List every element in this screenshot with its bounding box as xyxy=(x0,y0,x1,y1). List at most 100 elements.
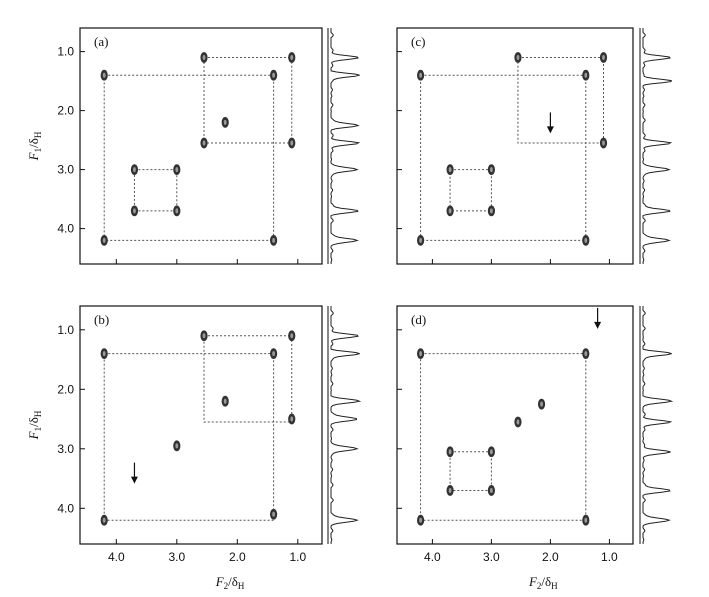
cross-box-d-0 xyxy=(420,353,587,521)
x-axis-title-b-sep: /δ xyxy=(228,574,238,589)
panel-label-b: (b) xyxy=(94,312,109,327)
peak-inner-b-4 xyxy=(223,398,227,404)
x-axis-title-d-sep_sub: H xyxy=(551,581,558,591)
peak-d-3 xyxy=(514,416,522,428)
peak-inner-a-7 xyxy=(133,167,136,173)
arrow-head-d xyxy=(594,321,602,329)
y-tick-label-b-1: 2.0 xyxy=(57,382,74,396)
peak-d-4 xyxy=(446,446,454,458)
x-tick-label-d-3: 1.0 xyxy=(601,550,618,564)
projection-trace-b xyxy=(330,306,362,545)
peak-c-10 xyxy=(582,234,590,246)
peak-a-2 xyxy=(200,52,208,63)
peak-inner-c-4 xyxy=(602,140,605,146)
peak-inner-c-1 xyxy=(584,72,588,78)
y-tick-label-a-0: 1.0 xyxy=(57,45,74,59)
cross-box-a-0 xyxy=(103,74,275,241)
peak-d-8 xyxy=(416,514,425,526)
x-tick-label-b-1: 3.0 xyxy=(168,550,185,564)
peak-inner-c-8 xyxy=(490,208,493,214)
peak-d-7 xyxy=(487,485,495,496)
panel-a: (a) 1.0 2.0 3.0 4.0 F1/δH xyxy=(26,27,361,265)
peak-inner-d-6 xyxy=(448,487,452,493)
peak-c-5 xyxy=(446,164,454,176)
peak-d-0 xyxy=(416,348,425,360)
peak-b-4 xyxy=(221,395,229,407)
peak-d-5 xyxy=(487,446,495,458)
arrow-head-c xyxy=(546,126,554,134)
x-tick-label-d-0: 4.0 xyxy=(424,550,441,564)
peak-inner-a-5 xyxy=(202,140,206,146)
x-tick-label-b-2: 2.0 xyxy=(229,550,246,564)
peak-inner-c-5 xyxy=(448,167,452,173)
peak-inner-a-4 xyxy=(223,119,227,125)
y-axis-title-b-text: F1/δH xyxy=(26,410,43,440)
peak-inner-b-5 xyxy=(290,416,294,422)
peak-inner-b-8 xyxy=(272,511,275,517)
cross-box-d-1 xyxy=(449,451,492,491)
y-tick-label-b-2: 3.0 xyxy=(57,442,74,456)
panel-label-d: (d) xyxy=(411,312,426,327)
x-axis-title-d-main: F xyxy=(528,574,538,589)
peak-inner-b-3 xyxy=(290,333,294,339)
peak-b-0 xyxy=(100,348,108,360)
peak-a-0 xyxy=(100,69,108,81)
peak-a-9 xyxy=(130,205,139,217)
x-axis-title-b-main_sub: 2 xyxy=(224,581,229,591)
peak-inner-d-4 xyxy=(448,449,452,455)
peak-inner-a-2 xyxy=(202,55,206,60)
peak-a-8 xyxy=(173,164,181,176)
x-tick-label-b-3: 1.0 xyxy=(289,550,306,564)
peak-inner-c-2 xyxy=(516,55,520,60)
cross-box-a-2 xyxy=(133,169,178,212)
x-axis-title-d: F2/δH xyxy=(528,574,558,591)
peak-inner-b-1 xyxy=(272,351,275,357)
y-tick-label-a-3: 4.0 xyxy=(57,222,74,236)
y-axis-title-a-sep: /δ xyxy=(26,138,41,148)
peak-b-6 xyxy=(173,440,181,452)
arrow-head-b xyxy=(130,476,138,484)
peak-d-1 xyxy=(582,348,590,360)
peak-c-7 xyxy=(446,205,454,217)
peak-inner-d-9 xyxy=(584,517,588,523)
peak-inner-b-6 xyxy=(175,443,179,449)
peak-inner-c-0 xyxy=(419,72,422,78)
cross-box-b-0 xyxy=(103,353,275,521)
projection-trace-d xyxy=(642,306,674,545)
peak-inner-d-5 xyxy=(490,449,493,455)
peak-a-4 xyxy=(221,117,229,128)
panel-label-a: (a) xyxy=(94,34,108,49)
peak-b-3 xyxy=(288,330,296,342)
peak-inner-a-1 xyxy=(272,72,275,78)
x-axis-title-b-main: F xyxy=(215,574,225,589)
peak-c-1 xyxy=(582,69,590,81)
peak-inner-c-3 xyxy=(602,55,605,60)
y-axis-title-b: F1/δH xyxy=(26,410,43,440)
peak-c-4 xyxy=(599,137,608,149)
peak-a-1 xyxy=(269,69,278,81)
cross-box-a-1 xyxy=(203,57,293,144)
projection-trace-a xyxy=(330,28,361,265)
panel-d-frame xyxy=(396,305,634,545)
peak-inner-d-8 xyxy=(419,517,422,523)
peak-inner-c-7 xyxy=(448,208,452,214)
peak-inner-c-10 xyxy=(584,237,588,243)
peak-b-1 xyxy=(269,348,278,360)
peak-c-2 xyxy=(514,52,522,63)
peak-inner-c-9 xyxy=(419,237,422,243)
y-axis-title-b-sep: /δ xyxy=(26,417,41,427)
x-axis-title-b-sep_sub: H xyxy=(238,581,245,591)
y-axis-title-b-main_sub: 1 xyxy=(33,427,43,432)
peak-d-2 xyxy=(537,398,546,410)
x-axis-title-b: F2/δH xyxy=(215,574,245,591)
cross-box-c-0 xyxy=(420,74,587,241)
y-axis-title-a: F1/δH xyxy=(26,131,43,161)
peak-a-7 xyxy=(130,164,139,176)
peak-inner-d-1 xyxy=(584,351,588,357)
peak-a-3 xyxy=(288,52,296,63)
peak-inner-a-3 xyxy=(290,55,294,60)
peak-b-2 xyxy=(200,330,208,342)
x-tick-label-b-0: 4.0 xyxy=(108,550,125,564)
y-axis-title-a-main_sub: 1 xyxy=(33,148,43,153)
